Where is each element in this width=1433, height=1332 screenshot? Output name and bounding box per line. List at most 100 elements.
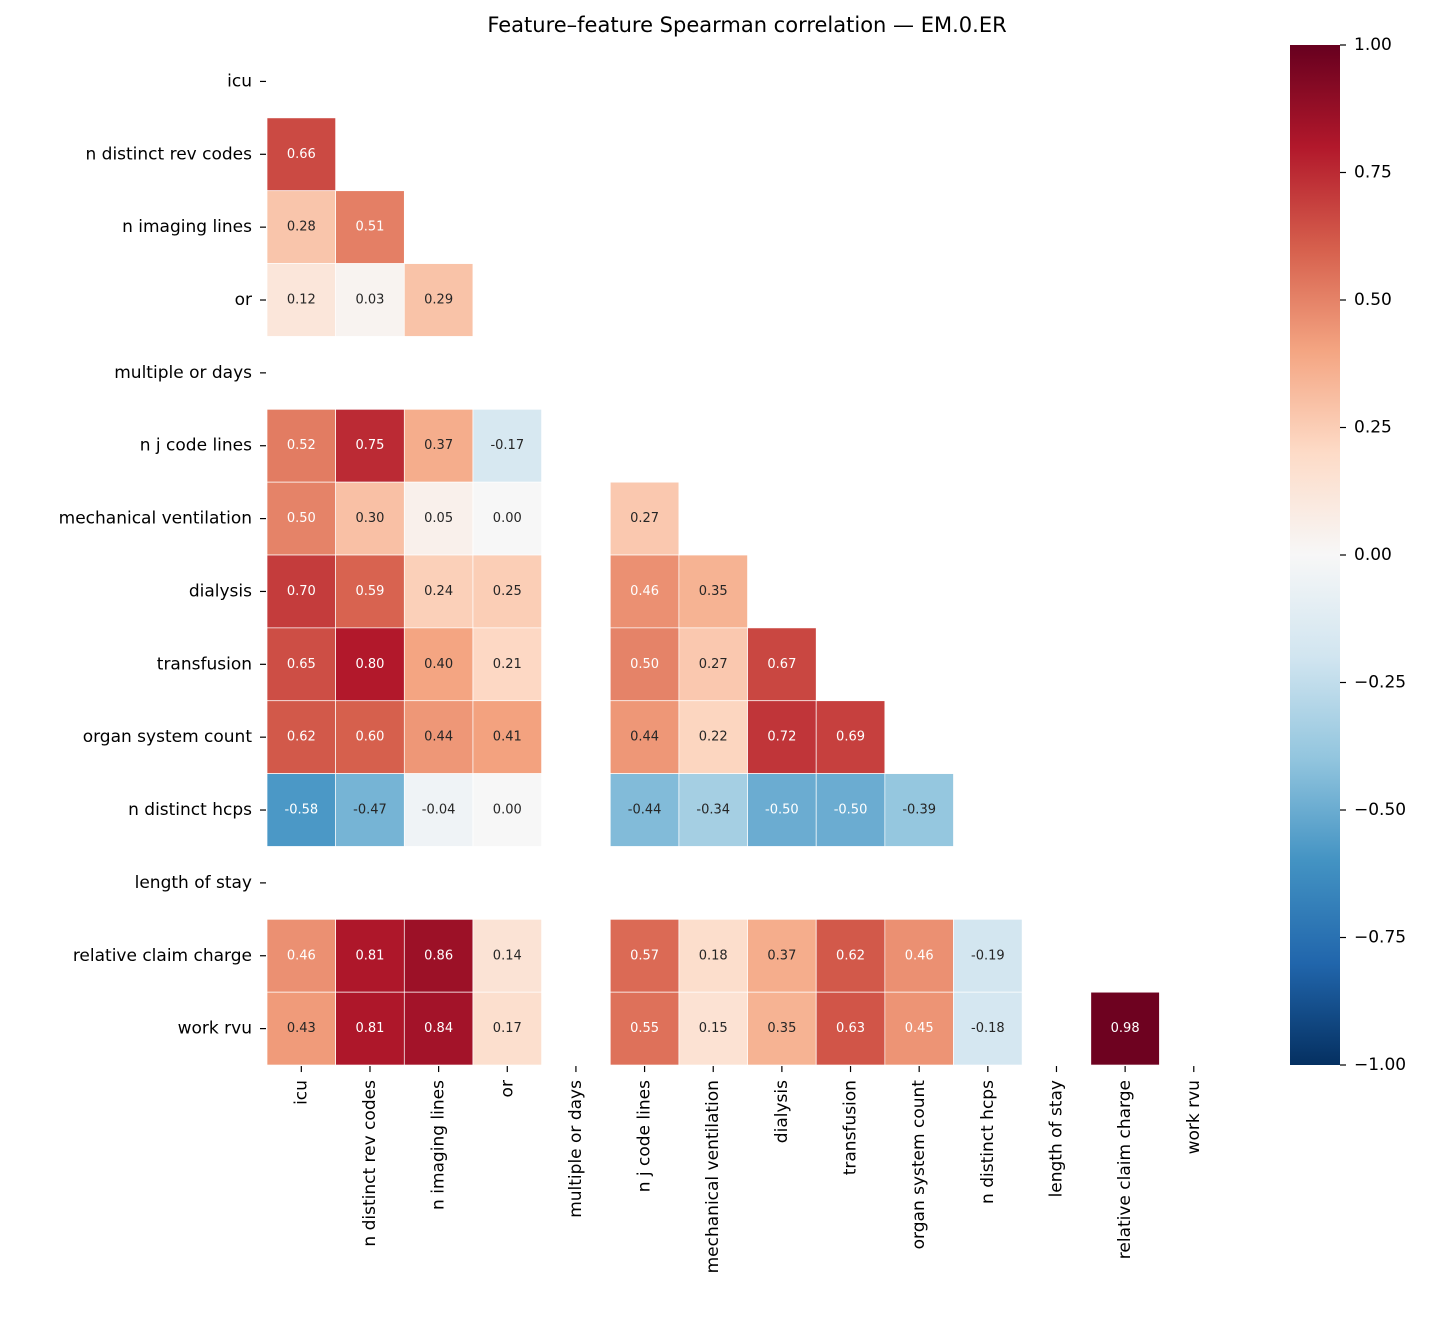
cell-label: 0.25 <box>493 584 522 599</box>
cell <box>815 773 886 847</box>
cell <box>678 991 748 1066</box>
x-tick-label: n j code lines <box>635 1080 655 1192</box>
cell-label: 0.37 <box>424 438 453 453</box>
colorbar-tick-label: −0.25 <box>1354 673 1406 693</box>
x-tick-label: n distinct rev codes <box>360 1080 380 1247</box>
cell-label: 0.60 <box>355 730 384 745</box>
cell <box>815 991 886 1066</box>
cell <box>472 918 542 993</box>
cell-label: 0.05 <box>424 511 453 526</box>
x-tick-label: icu <box>291 1080 311 1105</box>
cell <box>403 408 474 483</box>
cell-label: 0.35 <box>699 584 728 599</box>
colorbar-tick-label: −1.00 <box>1354 1055 1406 1075</box>
cell-label: 0.12 <box>287 293 316 308</box>
cell <box>678 773 748 847</box>
x-tick-label: n imaging lines <box>429 1080 449 1210</box>
y-tick-label: transfusion <box>157 654 252 674</box>
cell-label: 0.43 <box>287 1021 316 1036</box>
cell-label: 0.75 <box>355 438 384 453</box>
cell-label: 0.69 <box>836 730 865 745</box>
cell <box>884 773 954 847</box>
cell <box>609 773 680 847</box>
x-tick-label: length of stay <box>1046 1080 1066 1197</box>
colorbar-tick-label: 0.00 <box>1354 545 1392 565</box>
cell-label: 0.63 <box>836 1021 865 1036</box>
cell-label: -0.39 <box>902 803 936 818</box>
cell-label: 0.28 <box>287 220 316 235</box>
cell-label: 0.62 <box>287 730 316 745</box>
cell-label: 0.51 <box>355 220 384 235</box>
x-tick-label: relative claim charge <box>1115 1080 1135 1259</box>
cell-label: 0.98 <box>1111 1021 1140 1036</box>
cell-label: 0.65 <box>287 657 316 672</box>
cell <box>747 773 817 847</box>
cell <box>335 627 405 702</box>
cell-label: 0.03 <box>355 293 384 308</box>
y-tick-label: icu <box>227 71 252 91</box>
cell <box>609 700 680 774</box>
cell <box>335 991 405 1066</box>
cell-label: -0.47 <box>353 803 387 818</box>
cell <box>266 991 337 1066</box>
cell-label: 0.29 <box>424 293 453 308</box>
cell <box>403 481 474 556</box>
cell <box>678 700 748 774</box>
cell <box>266 773 337 847</box>
cell <box>678 554 748 629</box>
cell <box>678 627 748 702</box>
cell <box>335 554 405 629</box>
cell-label: 0.84 <box>424 1021 453 1036</box>
colorbar-tick-label: 1.00 <box>1354 35 1392 55</box>
cell-label: 0.80 <box>355 657 384 672</box>
cell-label: -0.04 <box>422 803 456 818</box>
cell-label: 0.00 <box>493 511 522 526</box>
cell <box>266 918 337 993</box>
cell <box>403 918 474 993</box>
cell-label: 0.21 <box>493 657 522 672</box>
x-tick-label: transfusion <box>841 1080 861 1175</box>
cell-label: 0.44 <box>630 730 659 745</box>
cell-label: 0.27 <box>699 657 728 672</box>
cell-label: 0.44 <box>424 730 453 745</box>
y-tick-label: n distinct hcps <box>128 800 252 820</box>
cell-label: 0.67 <box>767 657 796 672</box>
cell <box>335 700 405 774</box>
cell <box>472 627 542 702</box>
y-tick-label: n distinct rev codes <box>85 144 252 164</box>
cell-label: 0.17 <box>493 1021 522 1036</box>
cell-label: -0.18 <box>971 1021 1005 1036</box>
cell <box>609 481 680 556</box>
cell <box>953 991 1023 1066</box>
cell-label: 0.30 <box>355 511 384 526</box>
x-tick-label: dialysis <box>772 1080 792 1143</box>
cell-label: 0.15 <box>699 1021 728 1036</box>
cell <box>747 700 817 774</box>
cell-label: -0.44 <box>628 803 662 818</box>
cell-label: -0.50 <box>765 803 799 818</box>
colorbar <box>1290 45 1340 1065</box>
cell-label: 0.27 <box>630 511 659 526</box>
cell <box>266 263 337 337</box>
cell-label: 0.18 <box>699 948 728 963</box>
cell <box>678 918 748 993</box>
cell <box>953 918 1023 993</box>
cell-label: 0.14 <box>493 948 522 963</box>
cell-label: 0.46 <box>905 948 934 963</box>
y-tick-label: length of stay <box>135 873 252 893</box>
y-tick-label: multiple or days <box>114 363 252 383</box>
y-tick-label: mechanical ventilation <box>59 509 252 529</box>
cell-label: -0.58 <box>285 803 319 818</box>
cell <box>403 554 474 629</box>
cell-label: 0.50 <box>630 657 659 672</box>
colorbar-tick-label: −0.50 <box>1354 800 1406 820</box>
cell <box>884 918 954 993</box>
cell-label: -0.34 <box>696 803 730 818</box>
cell-label: -0.17 <box>490 438 524 453</box>
cell-label: 0.40 <box>424 657 453 672</box>
cell-label: 0.86 <box>424 948 453 963</box>
y-tick-label: work rvu <box>178 1019 252 1039</box>
cell-label: 0.66 <box>287 147 316 162</box>
cell <box>472 991 542 1066</box>
